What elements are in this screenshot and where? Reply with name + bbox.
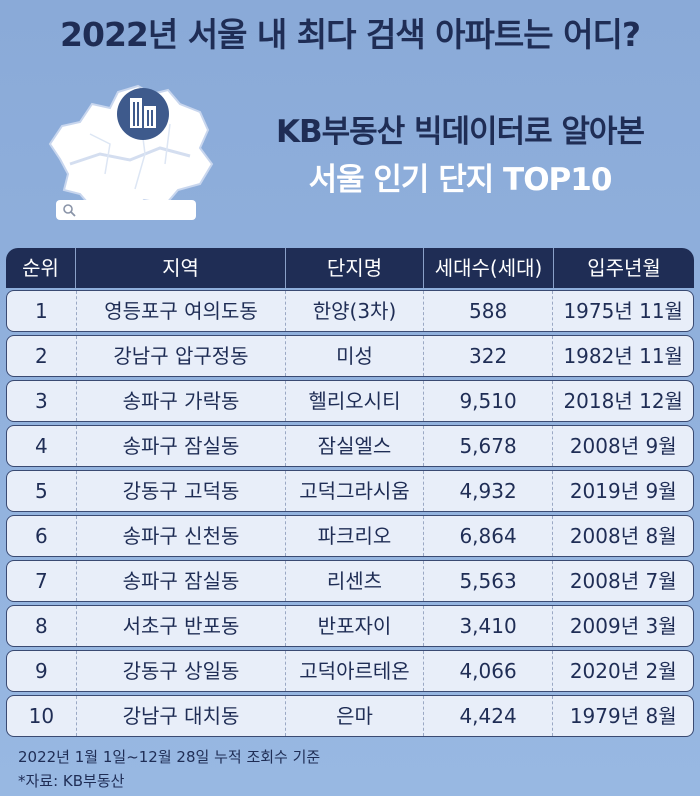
cell-households: 4,066 <box>424 651 554 691</box>
table-row: 10 강남구 대치동 은마 4,424 1979년 8월 <box>6 695 694 737</box>
cell-complex: 미성 <box>286 336 424 376</box>
footnote-source: *자료: KB부동산 <box>18 772 125 790</box>
cell-households: 322 <box>424 336 554 376</box>
cell-complex: 파크리오 <box>286 516 424 556</box>
cell-rank: 2 <box>7 336 77 376</box>
cell-households: 4,932 <box>424 471 554 511</box>
cell-complex: 잠실엘스 <box>286 426 424 466</box>
column-header-households: 세대수(세대) <box>424 248 554 288</box>
cell-movein: 1982년 11월 <box>563 344 683 368</box>
table-row: 2 강남구 압구정동 미성 322 1982년 11월 <box>6 335 694 377</box>
cell-rank: 10 <box>7 696 77 736</box>
table-row: 7 송파구 잠실동 리센츠 5,563 2008년 7월 <box>6 560 694 602</box>
cell-households: 9,510 <box>424 381 554 421</box>
cell-movein: 2009년 3월 <box>569 614 677 638</box>
cell-movein: 1975년 11월 <box>563 299 683 323</box>
table-row: 8 서초구 반포동 반포자이 3,410 2009년 3월 <box>6 605 694 647</box>
cell-region: 강동구 상일동 <box>77 651 287 691</box>
cell-movein: 2019년 9월 <box>569 479 677 503</box>
table-row: 1 영등포구 여의도동 한양(3차) 588 1975년 11월 <box>6 290 694 332</box>
cell-region: 강남구 대치동 <box>77 696 287 736</box>
apartment-building-icon <box>117 88 169 140</box>
cell-movein: 2018년 12월 <box>563 389 683 413</box>
cell-region: 강동구 고덕동 <box>77 471 287 511</box>
table-row: 5 강동구 고덕동 고덕그라시움 4,932 2019년 9월 <box>6 470 694 512</box>
cell-region: 영등포구 여의도동 <box>77 291 287 331</box>
cell-households: 588 <box>424 291 554 331</box>
column-header-complex: 단지명 <box>286 248 424 288</box>
cell-movein: 1979년 8월 <box>569 704 677 728</box>
table-row: 6 송파구 신천동 파크리오 6,864 2008년 8월 <box>6 515 694 557</box>
cell-region: 송파구 가락동 <box>77 381 287 421</box>
cell-movein: 2020년 2월 <box>569 659 677 683</box>
table-header: 순위 지역 단지명 세대수(세대) 입주년월 <box>6 248 694 288</box>
cell-complex: 반포자이 <box>286 606 424 646</box>
cell-movein: 2008년 7월 <box>569 569 677 593</box>
cell-households: 3,410 <box>424 606 554 646</box>
cell-region: 송파구 신천동 <box>77 516 287 556</box>
cell-complex: 헬리오시티 <box>286 381 424 421</box>
cell-households: 5,563 <box>424 561 554 601</box>
cell-region: 송파구 잠실동 <box>77 426 287 466</box>
subtitle-line-1: KB부동산 빅데이터로 알아본 <box>276 114 645 150</box>
table-row: 4 송파구 잠실동 잠실엘스 5,678 2008년 9월 <box>6 425 694 467</box>
cell-rank: 1 <box>7 291 77 331</box>
cell-complex: 은마 <box>286 696 424 736</box>
cell-households: 5,678 <box>424 426 554 466</box>
table-row: 3 송파구 가락동 헬리오시티 9,510 2018년 12월 <box>6 380 694 422</box>
cell-movein: 2008년 8월 <box>569 524 677 548</box>
cell-rank: 3 <box>7 381 77 421</box>
subtitle-line-2: 서울 인기 단지 TOP10 <box>308 162 613 198</box>
column-header-rank: 순위 <box>6 248 76 288</box>
page-title: 2022년 서울 내 최다 검색 아파트는 어디? <box>60 15 641 54</box>
search-bar <box>56 200 196 220</box>
cell-complex: 한양(3차) <box>286 291 424 331</box>
cell-rank: 8 <box>7 606 77 646</box>
column-header-region: 지역 <box>76 248 286 288</box>
cell-region: 강남구 압구정동 <box>77 336 287 376</box>
cell-region: 서초구 반포동 <box>77 606 287 646</box>
seoul-map-icon <box>48 84 214 216</box>
cell-region: 송파구 잠실동 <box>77 561 287 601</box>
table-body: 1 영등포구 여의도동 한양(3차) 588 1975년 11월 2 강남구 압… <box>6 290 694 740</box>
cell-households: 4,424 <box>424 696 554 736</box>
cell-complex: 고덕그라시움 <box>286 471 424 511</box>
search-icon <box>63 204 76 217</box>
footnote-period: 2022년 1월 1일~12월 28일 누적 조회수 기준 <box>18 748 321 766</box>
cell-complex: 리센츠 <box>286 561 424 601</box>
cell-rank: 9 <box>7 651 77 691</box>
cell-rank: 6 <box>7 516 77 556</box>
cell-rank: 7 <box>7 561 77 601</box>
cell-movein: 2008년 9월 <box>569 434 677 458</box>
cell-rank: 5 <box>7 471 77 511</box>
cell-households: 6,864 <box>424 516 554 556</box>
table-row: 9 강동구 상일동 고덕아르테온 4,066 2020년 2월 <box>6 650 694 692</box>
column-header-movein: 입주년월 <box>587 256 661 280</box>
cell-complex: 고덕아르테온 <box>286 651 424 691</box>
cell-rank: 4 <box>7 426 77 466</box>
